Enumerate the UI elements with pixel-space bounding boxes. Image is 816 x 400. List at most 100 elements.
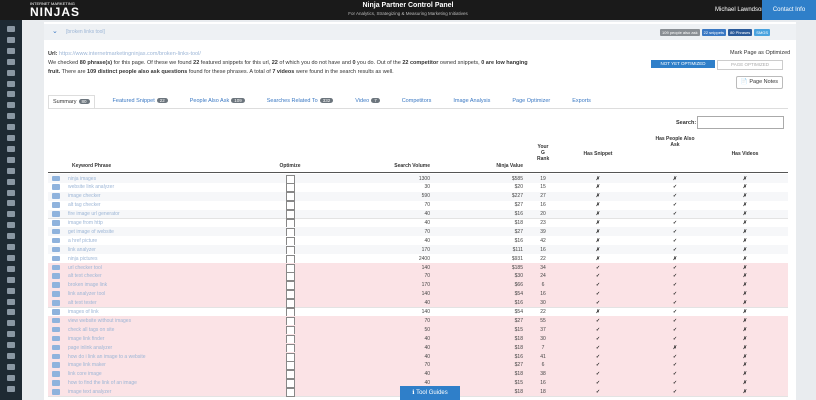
expand-icon[interactable] [52, 175, 60, 181]
sidebar-icon [7, 320, 15, 327]
optimized-button[interactable]: PAGE OPTIMIZED [717, 60, 783, 70]
expand-icon[interactable] [52, 362, 60, 368]
cell-snippet: ✓ [595, 380, 601, 387]
cell-paa: ✓ [672, 202, 678, 209]
tab[interactable]: People Also Ask 109 [186, 95, 249, 107]
search-input[interactable] [697, 116, 784, 129]
cell-keyword: how do i link an image to a website [68, 353, 146, 360]
expand-icon[interactable] [52, 202, 60, 208]
expand-icon[interactable] [52, 389, 60, 395]
not-optimized-button[interactable]: NOT YET OPTIMIZED [651, 60, 715, 68]
expand-icon[interactable] [52, 211, 60, 217]
expand-icon[interactable] [52, 371, 60, 377]
cell-rank: 30 [540, 300, 546, 307]
cell-keyword: image from http [68, 220, 103, 226]
cell-keyword: image link maker [68, 362, 106, 369]
sidebar-icon [7, 385, 15, 392]
cell-value: $15 [514, 380, 523, 387]
summary-segment: owned snippets, [438, 60, 482, 66]
expand-icon[interactable] [52, 309, 60, 315]
tab[interactable]: Competitors [398, 95, 436, 107]
cell-volume: 40 [424, 335, 430, 342]
optimize-checkbox[interactable] [286, 388, 295, 398]
expand-icon[interactable] [52, 193, 60, 199]
cell-videos: ✗ [742, 237, 748, 244]
cell-keyword: images of link [68, 309, 99, 315]
expand-icon[interactable] [52, 282, 60, 288]
cell-paa: ✓ [672, 335, 678, 342]
tab[interactable]: Video 7 [351, 95, 383, 107]
url-label: Url: [48, 51, 58, 57]
tab[interactable]: Searches Related To 332 [263, 95, 337, 107]
expand-icon[interactable] [52, 255, 60, 262]
summary-segment: featured snippets for this url, [199, 60, 272, 66]
expand-icon[interactable] [52, 246, 60, 253]
sidebar-icon [7, 69, 15, 76]
sidebar-icon [7, 298, 15, 305]
expand-icon[interactable] [52, 291, 60, 297]
expand-icon[interactable] [52, 184, 60, 190]
cell-snippet: ✗ [595, 309, 601, 315]
cell-videos: ✗ [742, 193, 748, 200]
summary-segment: 109 distinct people also ask questions [87, 69, 188, 75]
cell-volume: 170 [421, 282, 430, 289]
column-header: Keyword Phrase [72, 163, 112, 169]
cell-value: $931 [511, 255, 523, 262]
cell-volume: 40 [424, 220, 430, 226]
summary-segment: 80 phrase(s) [79, 60, 113, 66]
notes-button[interactable]: 📄 Page Notes [736, 76, 783, 89]
cell-volume: 40 [424, 344, 430, 351]
expand-icon[interactable] [52, 300, 60, 306]
tab[interactable]: Page Optimizer [508, 95, 554, 107]
guides-button[interactable]: ℹ Tool Guides [400, 386, 460, 400]
cell-rank: 18 [540, 389, 546, 396]
cell-videos: ✗ [742, 326, 748, 333]
sidebar-icon [7, 353, 15, 359]
cell-value: $18 [514, 389, 523, 396]
summary-segment: were found in the search results as well… [294, 69, 394, 75]
tab[interactable]: Summary 80 [48, 94, 95, 108]
cell-volume: 1300 [418, 175, 430, 182]
cell-keyword: fire image url generator [68, 211, 120, 218]
expand-icon[interactable] [52, 273, 60, 279]
summary-segment: for this page. Of these we found [112, 60, 194, 66]
cell-videos: ✗ [742, 309, 748, 315]
expand-icon[interactable] [52, 353, 60, 359]
cell-snippet: ✗ [595, 246, 601, 253]
cell-rank: 39 [540, 228, 546, 235]
tab[interactable]: Exports [568, 95, 595, 107]
tab-count: 22 [156, 98, 168, 103]
cell-rank: 37 [540, 326, 546, 333]
cell-keyword: url checker tool [68, 264, 102, 271]
collapse-icon[interactable]: ⌄ [52, 28, 58, 35]
expand-icon[interactable] [52, 317, 60, 324]
sidebar-icon [7, 36, 15, 43]
cell-value: $27 [514, 228, 523, 235]
cell-paa: ✓ [672, 362, 678, 369]
sidebar-icon [7, 47, 15, 54]
cell-rank: 16 [540, 246, 546, 253]
cell-paa: ✓ [672, 353, 678, 360]
cell-volume: 30 [424, 184, 430, 191]
cell-value: $18 [514, 344, 523, 351]
cell-paa: ✓ [672, 309, 678, 315]
expand-icon[interactable] [52, 380, 60, 386]
cell-volume: 170 [421, 246, 430, 253]
expand-icon[interactable] [52, 264, 60, 270]
cell-keyword: ninja images [68, 175, 97, 182]
cell-volume: 70 [424, 202, 430, 209]
expand-icon[interactable] [52, 237, 60, 244]
contact-button[interactable]: Contact Info [762, 0, 816, 20]
expand-icon[interactable] [52, 335, 60, 342]
cell-keyword: link analyzer tool [68, 291, 106, 298]
tab-count: 109 [231, 98, 245, 103]
expand-icon[interactable] [52, 344, 60, 351]
tab[interactable]: Image Analysis [449, 95, 494, 107]
expand-icon[interactable] [52, 220, 60, 226]
sidebar-icon [7, 91, 15, 98]
cell-value: $15 [514, 326, 523, 333]
expand-icon[interactable] [52, 326, 60, 333]
sidebar-icon [7, 80, 15, 87]
tab[interactable]: Featured Snippet 22 [109, 95, 172, 107]
expand-icon[interactable] [52, 228, 60, 235]
